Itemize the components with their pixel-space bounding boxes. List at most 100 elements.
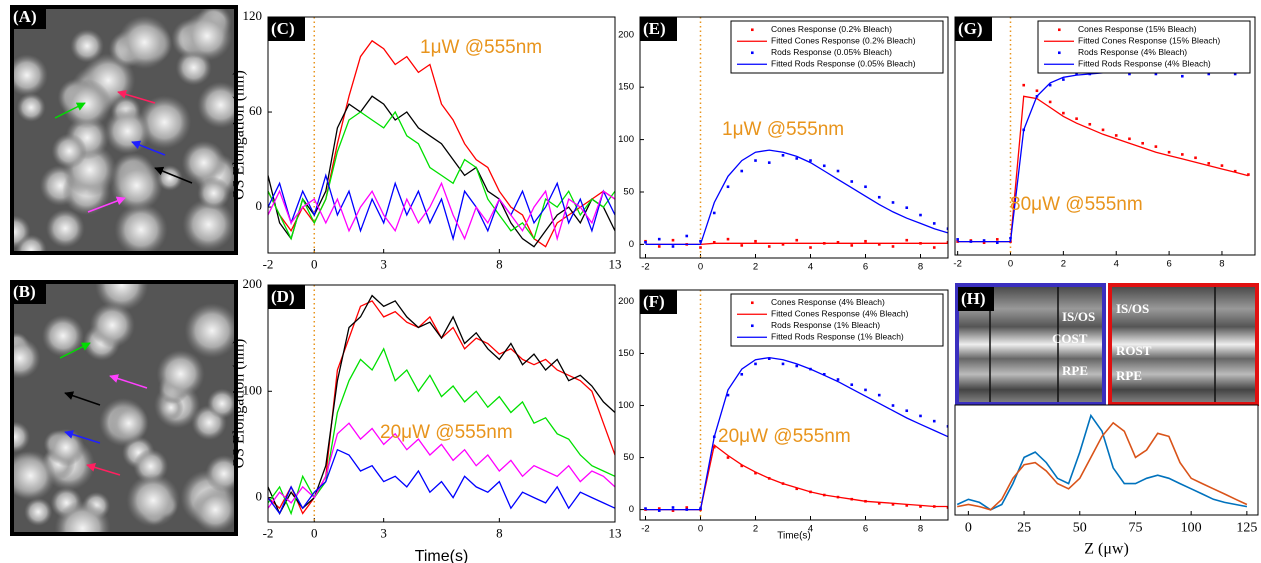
data-point (1075, 72, 1078, 76)
series-group (268, 294, 615, 516)
data-point (699, 246, 702, 249)
data-point (932, 222, 936, 225)
legend-label: Fitted Rods Response (1% Bleach) (771, 332, 904, 342)
cell (70, 29, 104, 63)
series-group (644, 149, 948, 249)
cell (46, 428, 85, 467)
x-tick-label: 6 (1166, 259, 1171, 270)
x-tick-label: 8 (496, 525, 503, 540)
y-tick-label: 200 (618, 29, 634, 40)
data-point (1075, 117, 1078, 120)
cell (51, 133, 87, 169)
legend-label: Rods Response (4% Bleach) (1078, 47, 1187, 57)
x-tick-label: 100 (1181, 521, 1202, 536)
cell (14, 421, 31, 453)
data-point (671, 238, 675, 242)
data-point (795, 364, 799, 368)
x-tick-label: 6 (863, 262, 868, 273)
x-tick-label: 0 (698, 262, 703, 273)
data-point (836, 240, 840, 244)
data-point (864, 185, 867, 189)
y-tick-label: 150 (618, 82, 634, 93)
series-group (956, 413, 1248, 511)
data-point (919, 414, 922, 418)
legend-label: Rods Response (0.05% Bleach) (771, 47, 892, 57)
data-point (946, 506, 948, 509)
series-group (268, 39, 615, 248)
x-tick-label: 0 (311, 256, 318, 271)
data-line (268, 422, 615, 509)
x-tick-label: -2 (263, 256, 274, 271)
panel-label: (C) (271, 19, 295, 38)
data-point (795, 487, 799, 491)
data-point (795, 157, 799, 160)
chart: -2 0 3 8 13 0 100 200 (D) 20μW @555nm Time(s) OS El… (231, 276, 622, 563)
annotation: 1μW @555nm (420, 37, 542, 58)
data-point (1114, 134, 1118, 137)
y-axis-label: OS Elongation (nm) (231, 70, 248, 200)
image-a: (A) (10, 5, 238, 255)
data-point (671, 245, 675, 248)
x-tick-label: -2 (641, 524, 649, 535)
data-point (850, 244, 854, 247)
y-tick-label: 120 (243, 8, 263, 23)
panel-label: (E) (643, 19, 666, 38)
data-line (268, 181, 615, 242)
legend-label: Fitted Cones Response (15% Bleach) (1078, 36, 1220, 46)
y-tick-label: 100 (243, 382, 263, 397)
y-tick-label: 0 (256, 198, 263, 213)
cell (110, 159, 163, 212)
cell (181, 10, 233, 61)
cell (197, 176, 231, 210)
cell (205, 454, 234, 493)
legend-marker (751, 324, 754, 328)
data-point (1181, 153, 1184, 156)
data-point (932, 246, 936, 249)
y-tick-label: 100 (618, 134, 634, 145)
data-point (877, 502, 881, 505)
data-point (1220, 164, 1224, 167)
data-point (671, 506, 675, 509)
data-point (1035, 89, 1039, 93)
y-tick-label: 60 (249, 103, 262, 118)
series-group (644, 356, 948, 512)
x-tick-label: 75 (1128, 521, 1142, 536)
frame (954, 16, 1256, 256)
panel-label-bg (640, 17, 677, 41)
x-axis-label: Z (μw) (1084, 541, 1129, 558)
panel-label: (A) (13, 7, 37, 26)
cell (89, 302, 135, 348)
legend-label: Cones Response (4% Bleach) (771, 297, 885, 307)
x-tick-label: -2 (953, 259, 961, 270)
data-point (1233, 72, 1237, 76)
x-tick-label: 8 (918, 524, 923, 535)
data-point (740, 464, 744, 468)
legend-marker (751, 51, 754, 55)
x-tick-label: 6 (863, 524, 868, 535)
y-tick-label: 150 (618, 348, 634, 359)
data-point (657, 509, 661, 512)
cell (117, 15, 172, 70)
legend-marker (751, 28, 754, 32)
frame (639, 16, 949, 259)
data-point (1207, 162, 1211, 165)
data-point (877, 195, 881, 199)
data-point (795, 238, 799, 242)
cell (156, 349, 205, 398)
data-point (657, 237, 661, 241)
layer-label: IS/OS (1062, 309, 1095, 324)
data-point (982, 239, 986, 242)
x-tick-label: 3 (380, 525, 387, 540)
data-line (957, 421, 1248, 511)
data-line (268, 95, 615, 248)
data-point (891, 503, 895, 506)
frame (639, 289, 949, 521)
data-line (268, 110, 615, 241)
data-point (712, 211, 716, 215)
y-tick-label: 50 (623, 187, 634, 198)
data-point (877, 393, 881, 397)
cell (207, 388, 234, 419)
legend-marker (751, 301, 754, 305)
cell (95, 284, 149, 312)
panel-label: (B) (13, 282, 36, 301)
